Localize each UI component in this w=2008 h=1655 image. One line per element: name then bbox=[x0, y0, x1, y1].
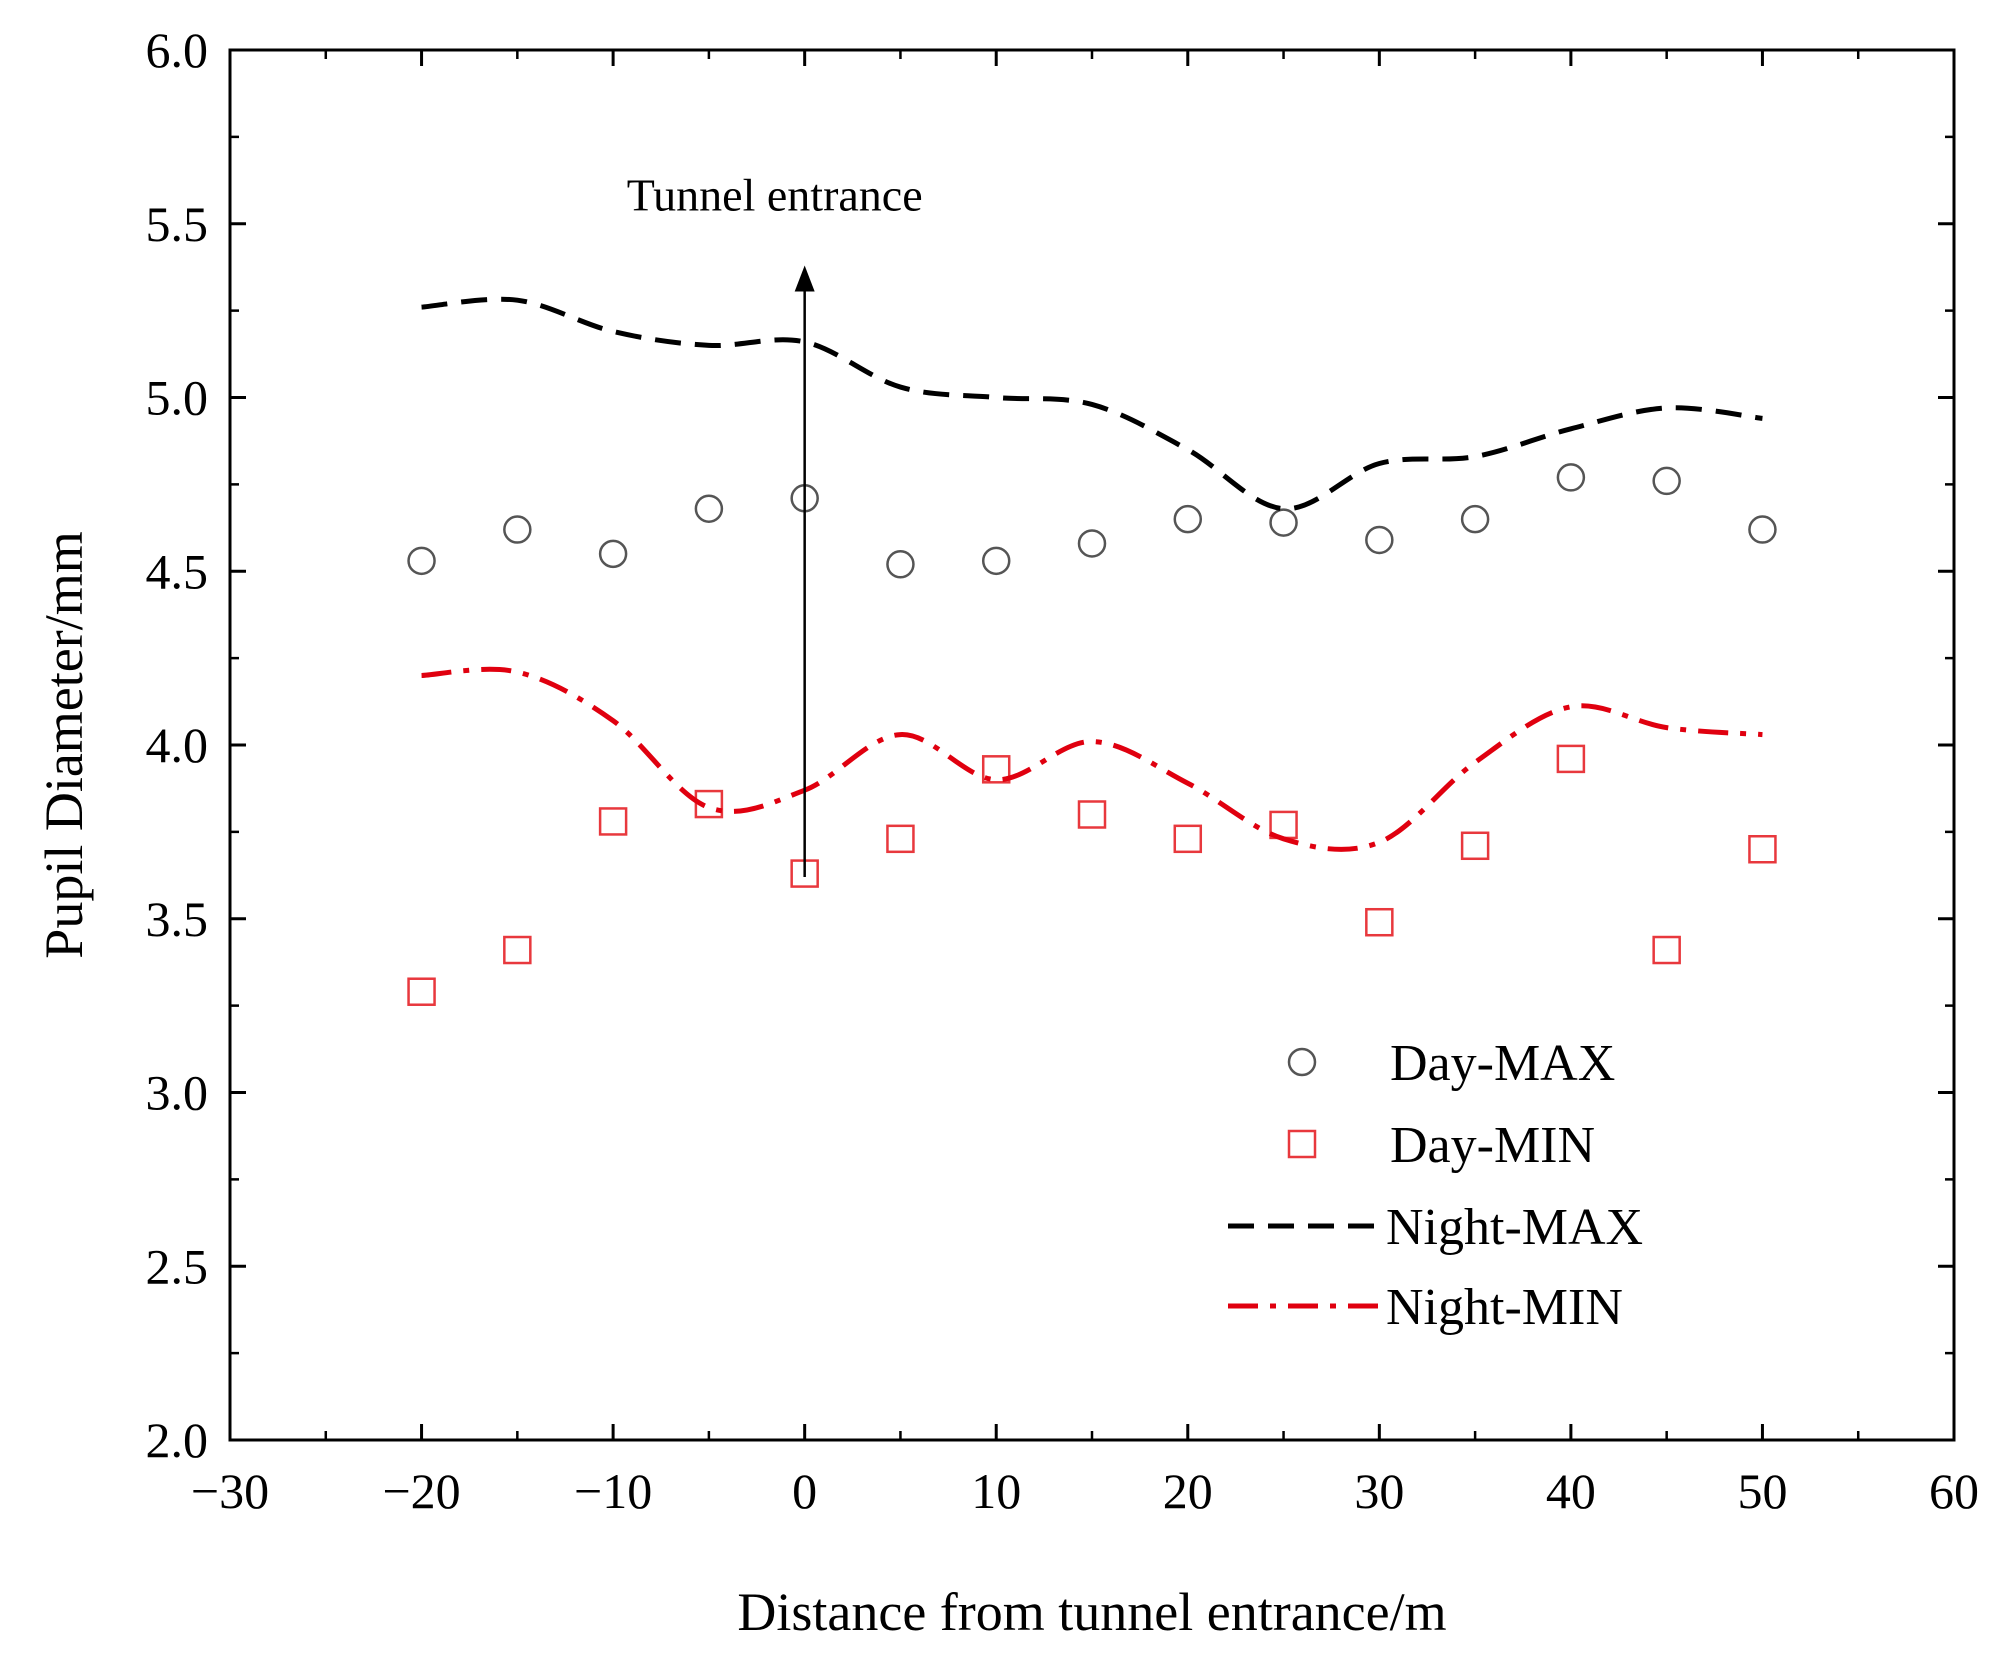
y-tick-label: 5.0 bbox=[146, 370, 209, 426]
point-day-min bbox=[598, 807, 628, 836]
tunnel-entrance-label: Tunnel entrance bbox=[627, 169, 923, 220]
point-day-max bbox=[1556, 463, 1586, 492]
legend-marker-day-max bbox=[1287, 1047, 1317, 1077]
tunnel-entrance-annotation: Tunnel entrance bbox=[627, 169, 923, 878]
legend-item-night-min: Night-MIN bbox=[1228, 1279, 1623, 1336]
point-day-min bbox=[694, 789, 724, 819]
y-tick-label: 4.0 bbox=[146, 717, 209, 773]
point-day-min bbox=[407, 977, 436, 1006]
point-day-min bbox=[1748, 835, 1777, 864]
y-tick-label: 5.5 bbox=[146, 196, 209, 252]
point-day-min bbox=[886, 824, 915, 854]
y-tick-label: 4.5 bbox=[146, 543, 209, 599]
line-night-min bbox=[421, 666, 1763, 852]
x-axis-title: Distance from tunnel entrance/m bbox=[737, 1582, 1446, 1642]
series-day-min bbox=[407, 744, 1777, 1006]
point-day-min bbox=[1652, 935, 1681, 965]
x-tick-label: −20 bbox=[382, 1463, 460, 1519]
x-tick-label: −10 bbox=[574, 1463, 652, 1519]
x-tick-label: 40 bbox=[1546, 1463, 1596, 1519]
x-tick-label: 50 bbox=[1737, 1463, 1787, 1519]
series-night-max bbox=[421, 296, 1763, 512]
legend-label-night-max: Night-MAX bbox=[1386, 1199, 1643, 1256]
point-day-max bbox=[1173, 504, 1203, 534]
point-day-max bbox=[1460, 504, 1490, 534]
plot-frame bbox=[228, 48, 1956, 1442]
x-tick-label: 30 bbox=[1354, 1463, 1404, 1519]
point-day-max bbox=[981, 546, 1011, 576]
line-night-max bbox=[421, 296, 1763, 512]
x-tick-label: −30 bbox=[191, 1463, 269, 1519]
point-day-min bbox=[1460, 831, 1490, 861]
point-day-max bbox=[598, 539, 628, 569]
point-day-max bbox=[1748, 515, 1777, 544]
point-day-max bbox=[1077, 529, 1107, 558]
y-axis-title: Pupil Diameter/mm bbox=[34, 531, 94, 958]
tunnel-entrance-arrowhead bbox=[794, 265, 815, 292]
point-day-min bbox=[1556, 744, 1586, 774]
legend-marker-day-min bbox=[1287, 1129, 1317, 1159]
legend-label-night-min: Night-MIN bbox=[1386, 1279, 1623, 1336]
point-day-max bbox=[1365, 525, 1394, 555]
series-day-max bbox=[407, 463, 1777, 579]
legend: Day-MAX Day-MIN Night-MAX Night-MIN bbox=[1228, 1035, 1643, 1336]
point-day-max bbox=[886, 550, 915, 579]
series-night-min bbox=[421, 666, 1763, 852]
y-tick-label: 2.0 bbox=[146, 1412, 209, 1468]
x-axis-ticks: −30 −20 −10 0 10 20 30 40 50 60 bbox=[191, 50, 1979, 1519]
point-day-min bbox=[981, 755, 1011, 784]
y-axis-ticks: 2.0 2.5 3.0 3.5 4.0 4.5 5.0 5.5 6.0 bbox=[146, 22, 1954, 1468]
series-layer bbox=[407, 296, 1777, 1006]
point-day-max bbox=[407, 546, 436, 576]
x-tick-label: 20 bbox=[1163, 1463, 1213, 1519]
point-day-max bbox=[503, 515, 532, 544]
point-day-max bbox=[694, 494, 724, 523]
legend-item-day-min: Day-MIN bbox=[1287, 1117, 1595, 1174]
x-tick-label: 10 bbox=[971, 1463, 1021, 1519]
point-day-min bbox=[1077, 800, 1107, 829]
x-tick-label: 0 bbox=[792, 1463, 817, 1519]
y-tick-label: 6.0 bbox=[146, 22, 209, 78]
x-tick-label: 60 bbox=[1929, 1463, 1979, 1519]
legend-label-day-min: Day-MIN bbox=[1390, 1117, 1595, 1174]
point-day-min bbox=[1365, 907, 1394, 937]
y-tick-label: 2.5 bbox=[146, 1238, 209, 1294]
legend-item-day-max: Day-MAX bbox=[1287, 1035, 1615, 1092]
point-day-min bbox=[503, 935, 532, 965]
point-day-min bbox=[1173, 824, 1203, 854]
point-day-max bbox=[1269, 508, 1298, 537]
y-tick-label: 3.0 bbox=[146, 1065, 209, 1121]
point-day-max bbox=[1652, 466, 1681, 496]
legend-item-night-max: Night-MAX bbox=[1228, 1199, 1643, 1256]
legend-label-day-max: Day-MAX bbox=[1390, 1035, 1615, 1092]
y-tick-label: 3.5 bbox=[146, 891, 209, 947]
